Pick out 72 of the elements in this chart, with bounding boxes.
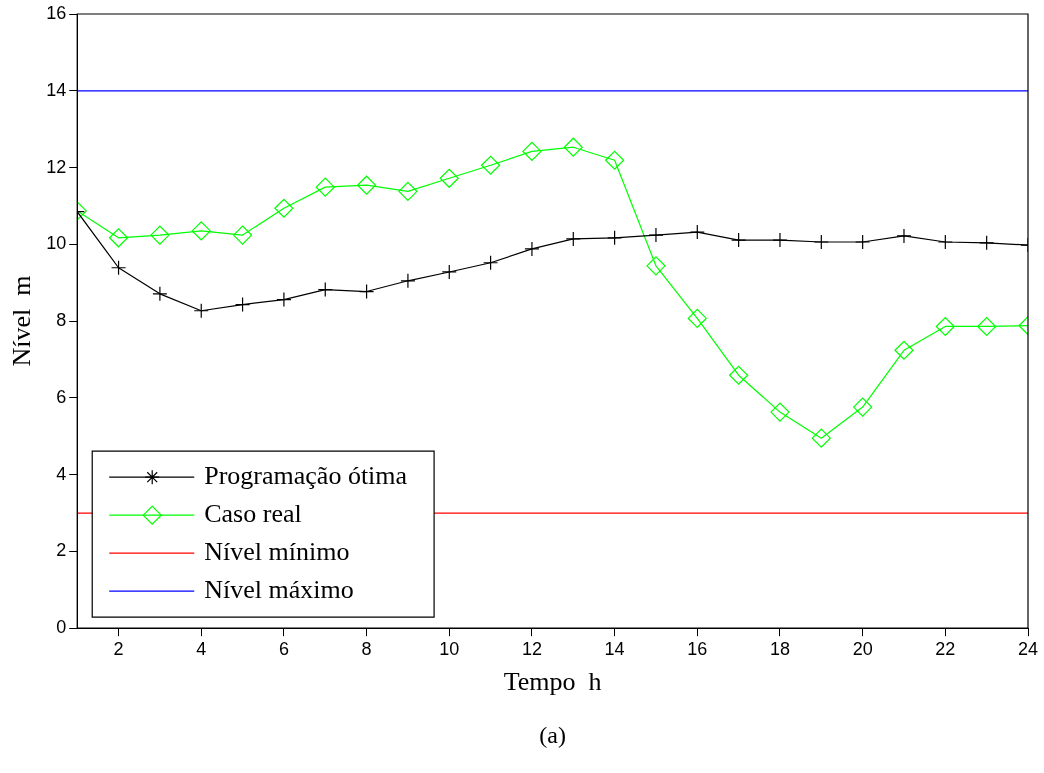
- point: [772, 232, 788, 248]
- point: [731, 232, 747, 248]
- legend-label: Nível mínimo: [204, 537, 350, 567]
- y-tick-label: 12: [46, 156, 67, 177]
- point: [563, 137, 583, 157]
- point: [400, 273, 416, 289]
- point: [152, 286, 168, 302]
- x-tick-label: 20: [852, 638, 873, 659]
- point: [522, 141, 542, 162]
- legend-label: Programação ótima: [204, 461, 408, 491]
- point: [398, 181, 418, 201]
- point: [855, 234, 871, 250]
- y-tick-label: 10: [46, 233, 67, 254]
- point: [193, 303, 209, 319]
- point: [646, 256, 666, 276]
- point: [276, 292, 292, 308]
- x-tick-label: 2: [113, 638, 124, 659]
- y-tick-label: 4: [56, 463, 67, 484]
- point: [110, 260, 127, 276]
- y-tick-label: 2: [56, 540, 67, 561]
- point: [358, 283, 375, 300]
- x-tick-label: 18: [769, 638, 790, 659]
- point: [896, 228, 912, 244]
- point: [150, 225, 170, 245]
- point: [191, 221, 211, 241]
- point: [648, 227, 664, 243]
- y-tick-label: 16: [46, 2, 67, 23]
- point: [687, 308, 707, 329]
- point: [729, 365, 749, 385]
- point: [977, 316, 997, 337]
- point: [607, 230, 623, 246]
- point: [811, 428, 831, 448]
- point: [605, 150, 625, 170]
- point: [441, 264, 457, 280]
- point: [979, 235, 995, 251]
- x-tick-label: 6: [278, 638, 289, 659]
- legend-label: Nível máximo: [204, 575, 354, 605]
- point: [524, 241, 540, 257]
- point: [108, 228, 129, 248]
- y-tick-label: 6: [56, 386, 67, 407]
- text: (a): [539, 722, 566, 749]
- point: [439, 168, 459, 188]
- point: [935, 316, 955, 337]
- x-tick-label: 16: [687, 638, 708, 659]
- point: [894, 340, 914, 360]
- x-tick-label: 4: [196, 638, 207, 659]
- point: [937, 234, 953, 250]
- x-tick-label: 24: [1017, 638, 1039, 659]
- point: [274, 198, 294, 218]
- point: [565, 231, 581, 247]
- legend-label: Caso real: [204, 499, 302, 529]
- y-tick-label: 14: [46, 79, 67, 100]
- point: [232, 225, 253, 245]
- point: [317, 282, 333, 298]
- y-tick-label: 8: [56, 310, 67, 331]
- point: [234, 296, 251, 313]
- y-tick-label: 0: [56, 617, 67, 638]
- point: [315, 177, 335, 197]
- x-tick-label: 12: [521, 638, 542, 659]
- point: [689, 224, 705, 240]
- x-tick-label: 8: [361, 638, 372, 659]
- x-axis-title: Tempo h: [503, 667, 602, 697]
- point: [853, 397, 873, 417]
- x-tick-label: 22: [935, 638, 956, 659]
- point: [481, 155, 501, 175]
- x-tick-label: 10: [439, 638, 460, 659]
- x-tick-label: 14: [604, 638, 625, 659]
- point: [813, 234, 829, 250]
- point: [770, 402, 790, 422]
- point: [356, 175, 377, 195]
- point: [483, 255, 499, 271]
- y-axis-title: Nível m: [7, 275, 37, 367]
